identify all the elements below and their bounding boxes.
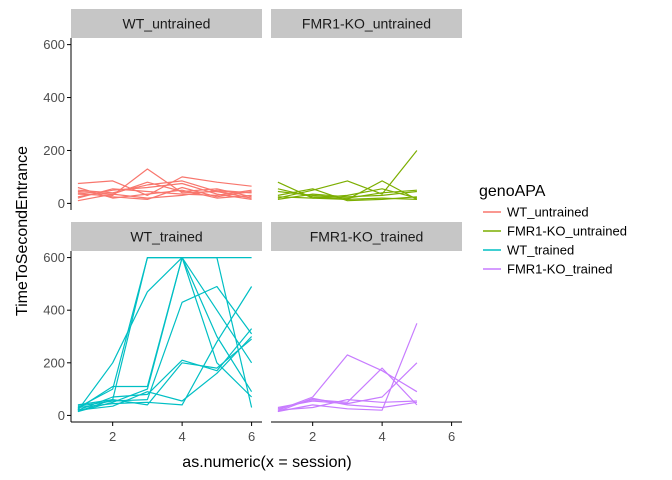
series-line-WT_untrained-8 bbox=[77, 186, 252, 199]
panel-strip-label: FMR1-KO_untrained bbox=[302, 16, 431, 32]
y-tick-label: 0 bbox=[58, 408, 65, 423]
series-line-WT_untrained-9 bbox=[77, 181, 252, 198]
series-line-WT_trained-6 bbox=[77, 285, 253, 407]
legend-label: FMR1-KO_trained bbox=[507, 262, 612, 277]
series-line-WT_trained-7 bbox=[77, 328, 253, 411]
legend-item-WT_untrained: WT_untrained bbox=[483, 205, 589, 220]
panel-WT_untrained: WT_untrained 0 200 400 600 bbox=[43, 9, 262, 211]
x-tick-label: 4 bbox=[179, 429, 186, 444]
series-line-WT_untrained-3 bbox=[77, 180, 252, 194]
series-line-WT_trained-8 bbox=[77, 286, 253, 409]
series-line-WT_trained-3 bbox=[77, 257, 253, 411]
legend-label: WT_untrained bbox=[507, 205, 589, 220]
y-tick-label: 200 bbox=[43, 355, 65, 370]
series-line-FMR1-KO_trained-6 bbox=[277, 397, 417, 413]
series-line-FMR1-KO_untrained-6 bbox=[277, 188, 417, 200]
legend-title: genoAPA bbox=[479, 183, 546, 200]
panel-strip-label: WT_untrained bbox=[123, 16, 211, 32]
panel-WT_trained: WT_trained 0 200 400 600 2 4 6 bbox=[43, 222, 262, 444]
x-tick-label: 2 bbox=[109, 429, 116, 444]
panel-FMR1-KO_trained: FMR1-KO_trained 2 4 6 bbox=[271, 222, 462, 444]
legend-item-FMR1-KO_untrained: FMR1-KO_untrained bbox=[483, 224, 627, 239]
series-line-WT_untrained-7 bbox=[77, 188, 252, 199]
legend-item-WT_trained: WT_trained bbox=[483, 243, 574, 258]
x-tick-label: 6 bbox=[248, 429, 255, 444]
series-line-WT_trained-1 bbox=[77, 257, 252, 406]
series-line-WT_untrained-1 bbox=[77, 176, 252, 196]
legend-items: WT_untrained FMR1-KO_untrained WT_trained F… bbox=[483, 205, 627, 277]
legend-item-FMR1-KO_trained: FMR1-KO_trained bbox=[483, 262, 612, 277]
series-line-WT_trained-2 bbox=[77, 257, 253, 409]
panel-strip bbox=[271, 9, 462, 38]
y-tick-label: 600 bbox=[43, 250, 65, 265]
legend: genoAPA WT_untrainedFMR1-KO_untrainedWT_… bbox=[479, 183, 627, 277]
y-tick-label: 200 bbox=[43, 143, 65, 158]
series-line-WT_trained-5 bbox=[77, 257, 253, 410]
panel-strip bbox=[71, 222, 262, 251]
panels-layer: WT_untrained 0 200 400 600 FMR1-KO_untrained W… bbox=[43, 9, 462, 444]
x-tick-label: 4 bbox=[379, 429, 386, 444]
legend-label: FMR1-KO_untrained bbox=[507, 224, 627, 239]
y-tick-label: 600 bbox=[43, 37, 65, 52]
series-line-FMR1-KO_untrained-5 bbox=[277, 188, 418, 199]
panel-FMR1-KO_untrained: FMR1-KO_untrained bbox=[271, 9, 462, 202]
x-tick-label: 2 bbox=[309, 429, 316, 444]
series-line-FMR1-KO_trained-5 bbox=[277, 399, 417, 411]
y-axis-title: TimeToSecondEntrance bbox=[14, 146, 31, 316]
y-tick-label: 400 bbox=[43, 90, 65, 105]
y-tick-label: 400 bbox=[43, 303, 65, 318]
series-line-FMR1-KO_trained-4 bbox=[277, 362, 418, 409]
panel-strip-label: WT_trained bbox=[130, 229, 202, 245]
legend-label: WT_trained bbox=[507, 243, 574, 258]
series-line-WT_trained-4 bbox=[77, 257, 253, 413]
y-tick-label: 0 bbox=[58, 196, 65, 211]
series-line-FMR1-KO_trained-1 bbox=[277, 354, 418, 411]
panel-strip bbox=[271, 222, 462, 251]
x-tick-label: 6 bbox=[448, 429, 455, 444]
panel-strip bbox=[71, 9, 262, 38]
panel-strip-label: FMR1-KO_trained bbox=[310, 229, 424, 245]
series-line-WT_trained-9 bbox=[77, 338, 252, 413]
series-line-WT_trained-10 bbox=[77, 336, 253, 411]
x-axis-title: as.numeric(x = session) bbox=[182, 454, 351, 471]
series-line-FMR1-KO_untrained-2 bbox=[277, 150, 418, 199]
series-line-FMR1-KO_trained-3 bbox=[277, 323, 418, 413]
series-line-FMR1-KO_untrained-7 bbox=[277, 190, 417, 200]
